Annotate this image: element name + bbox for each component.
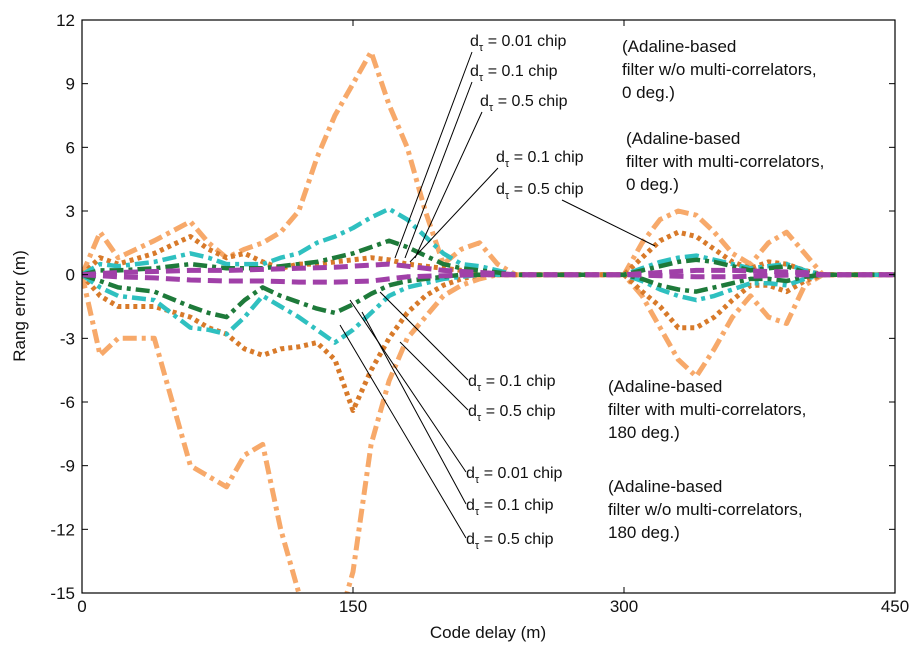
leader-top-2 xyxy=(414,111,483,259)
group-label-bot-line: 180 deg.) xyxy=(608,523,680,542)
label-top-0: dτ = 0.01 chip xyxy=(470,33,567,54)
y-tick-label: 3 xyxy=(66,202,75,221)
label-top-1: dτ = 0.1 chip xyxy=(470,63,558,84)
series-line-green-6 xyxy=(82,238,895,277)
y-tick-label: 6 xyxy=(66,138,75,157)
series-line-purple-9 xyxy=(82,272,895,285)
label-top-2: dτ = 0.5 chip xyxy=(480,93,568,114)
x-tick-label: 450 xyxy=(881,597,909,616)
y-tick-label: -3 xyxy=(60,329,75,348)
y-tick-label: 0 xyxy=(66,266,75,285)
y-tick-label: 12 xyxy=(56,11,75,30)
series-line-dark_orange-3 xyxy=(82,272,895,413)
y-tick-label: -9 xyxy=(60,457,75,476)
x-tick-label: 0 xyxy=(77,597,86,616)
series-layer xyxy=(82,49,895,593)
series-line-light_orange-0 xyxy=(82,49,895,278)
leader-midtop-0 xyxy=(409,167,499,263)
label-midbot-0: dτ = 0.1 chip xyxy=(468,373,556,394)
y-tick-label: -15 xyxy=(50,584,75,603)
group-label-midbot-line: 180 deg.) xyxy=(608,423,680,442)
axes-layer: 0 150 300 450 12 9 6 3 0 -3 -6 -9 -12 -15 xyxy=(50,11,909,616)
leader-bot-0 xyxy=(349,299,467,473)
y-axis-label: Rang error (m) xyxy=(10,250,29,361)
group-label-midtop-line: filter with multi-correlators, xyxy=(626,152,824,171)
series-line-light_orange-1 xyxy=(82,272,895,593)
y-tick-label: 9 xyxy=(66,75,75,94)
group-label-bot-line: filter w/o multi-correlators, xyxy=(608,500,803,519)
group-label-top-line: 0 deg.) xyxy=(622,83,675,102)
leader-bot-1 xyxy=(361,311,467,505)
label-bot-0: dτ = 0.01 chip xyxy=(466,465,563,486)
y-tick-label: -12 xyxy=(50,520,75,539)
leader-top-0 xyxy=(394,51,473,259)
x-tick-label: 150 xyxy=(339,597,367,616)
leader-midbot-0 xyxy=(379,291,469,381)
label-bot-2: dτ = 0.5 chip xyxy=(466,531,554,552)
label-midtop-0: dτ = 0.1 chip xyxy=(496,149,584,170)
leader-top-1 xyxy=(404,81,473,259)
series-line-purple-8 xyxy=(82,261,895,278)
group-label-bot-line: (Adaline-based xyxy=(608,477,722,496)
group-label-top-line: filter w/o multi-correlators, xyxy=(622,60,817,79)
group-label-midbot-line: (Adaline-based xyxy=(608,377,722,396)
y-tick-label: -6 xyxy=(60,393,75,412)
x-axis-label: Code delay (m) xyxy=(430,623,546,642)
group-label-midtop-line: (Adaline-based xyxy=(626,129,740,148)
plot-frame xyxy=(81,19,896,594)
group-label-midtop-line: 0 deg.) xyxy=(626,175,679,194)
group-label-midbot-line: filter with multi-correlators, xyxy=(608,400,806,419)
x-tick-label: 300 xyxy=(610,597,638,616)
group-label-top-line: (Adaline-based xyxy=(622,37,736,56)
label-bot-1: dτ = 0.1 chip xyxy=(466,497,554,518)
leader-midbot-1 xyxy=(399,341,469,411)
leader-midtop-1 xyxy=(561,199,656,247)
series-line-green-7 xyxy=(82,272,895,320)
series-line-teal-5 xyxy=(82,272,895,345)
annotation-layer: dτ = 0.01 chip dτ = 0.1 chip dτ = 0.5 chip… xyxy=(339,33,824,552)
label-midtop-1: dτ = 0.5 chip xyxy=(496,181,584,202)
leader-bot-2 xyxy=(339,324,467,539)
label-midbot-1: dτ = 0.5 chip xyxy=(468,403,556,424)
